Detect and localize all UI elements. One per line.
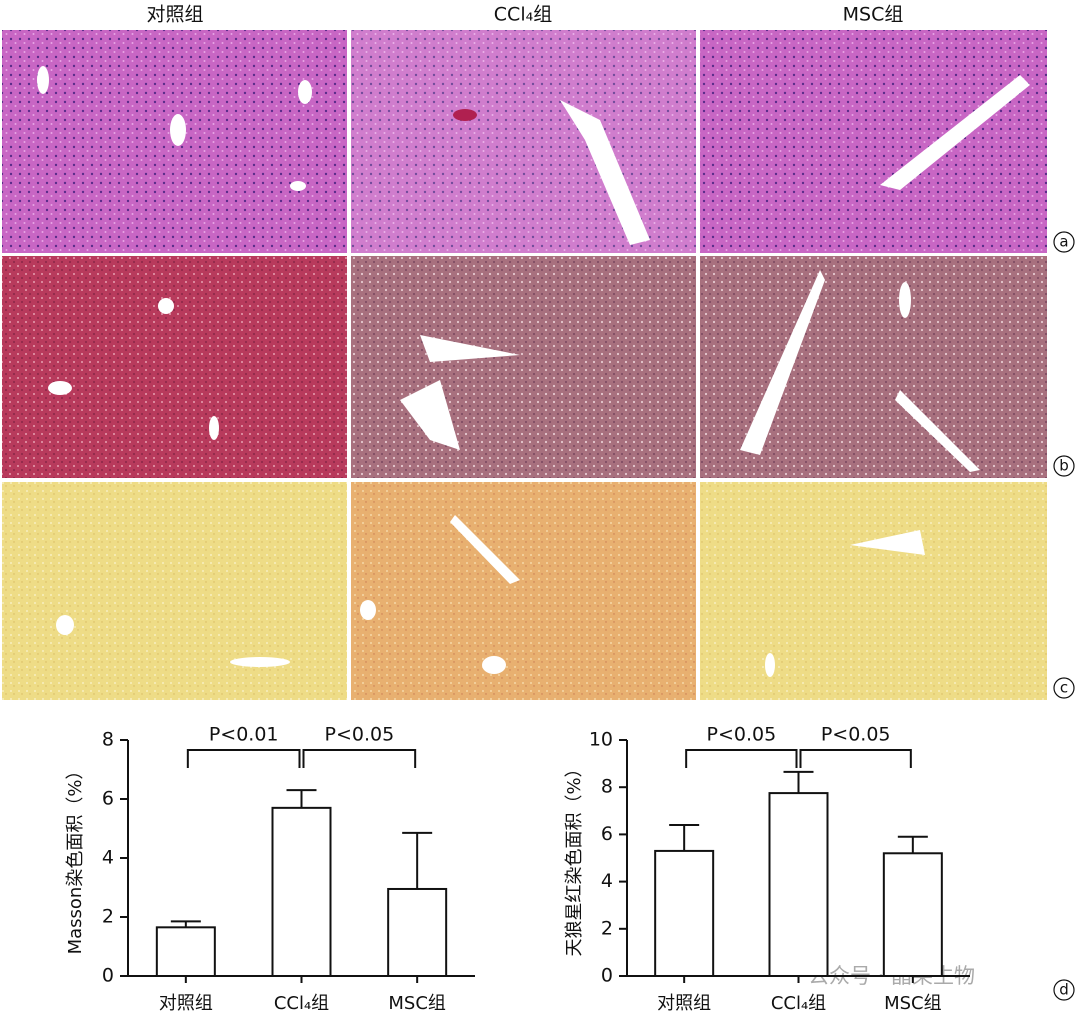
significance-label: P<0.05 xyxy=(324,724,394,746)
x-tick-label: 对照组 xyxy=(159,993,213,1014)
image xyxy=(351,30,696,253)
panel-badge xyxy=(1053,979,1075,1001)
column-title: 对照组 xyxy=(146,4,203,26)
panel-label: d xyxy=(1059,981,1069,999)
y-axis-label: Masson染色面积（%） xyxy=(65,762,86,955)
image xyxy=(700,482,1047,700)
bar xyxy=(155,926,216,978)
x-tick-label: 对照组 xyxy=(657,993,711,1014)
panel-label: c xyxy=(1060,679,1068,697)
y-tick-label: 10 xyxy=(589,729,613,751)
panel-label: a xyxy=(1059,233,1068,251)
significance-label: P<0.05 xyxy=(821,724,891,746)
significance-bracket xyxy=(186,749,301,768)
panel-badge xyxy=(1053,677,1075,699)
y-tick-label: 0 xyxy=(601,965,613,987)
significance-bracket xyxy=(302,749,417,768)
panel-label: b xyxy=(1059,457,1069,475)
y-tick-label: 0 xyxy=(102,965,114,987)
x-tick-label: MSC组 xyxy=(388,993,446,1014)
column-title: CCl₄组 xyxy=(494,4,552,26)
panel-badge xyxy=(1053,455,1075,477)
image xyxy=(700,30,1047,253)
bar xyxy=(387,887,448,977)
y-tick-label: 2 xyxy=(102,906,114,928)
y-tick-label: 8 xyxy=(601,776,613,798)
significance-label: P<0.01 xyxy=(209,724,279,746)
y-tick-label: 4 xyxy=(102,847,114,869)
image xyxy=(351,482,696,700)
y-tick-label: 8 xyxy=(102,729,114,751)
image xyxy=(2,482,347,700)
x-tick-label: CCl₄组 xyxy=(771,993,826,1014)
x-tick-label: CCl₄组 xyxy=(274,993,329,1014)
bar xyxy=(271,806,332,977)
y-axis-label: 天狼星红染色面积（%） xyxy=(564,759,585,956)
vessels xyxy=(37,66,1030,677)
y-tick-label: 6 xyxy=(601,823,613,845)
significance-bracket xyxy=(799,749,912,768)
y-tick-label: 6 xyxy=(102,788,114,810)
column-title: MSC组 xyxy=(843,4,904,26)
bar xyxy=(882,852,943,978)
image xyxy=(351,256,696,478)
significance-label: P<0.05 xyxy=(706,724,776,746)
significance-bracket xyxy=(685,749,798,768)
y-tick-label: 4 xyxy=(601,870,613,892)
y-tick-label: 2 xyxy=(601,917,613,939)
x-tick-label: MSC组 xyxy=(884,993,942,1014)
bar xyxy=(654,849,715,977)
histology xyxy=(2,30,1047,700)
panel-badge xyxy=(1053,231,1075,253)
image xyxy=(2,256,347,478)
bar xyxy=(768,792,829,977)
